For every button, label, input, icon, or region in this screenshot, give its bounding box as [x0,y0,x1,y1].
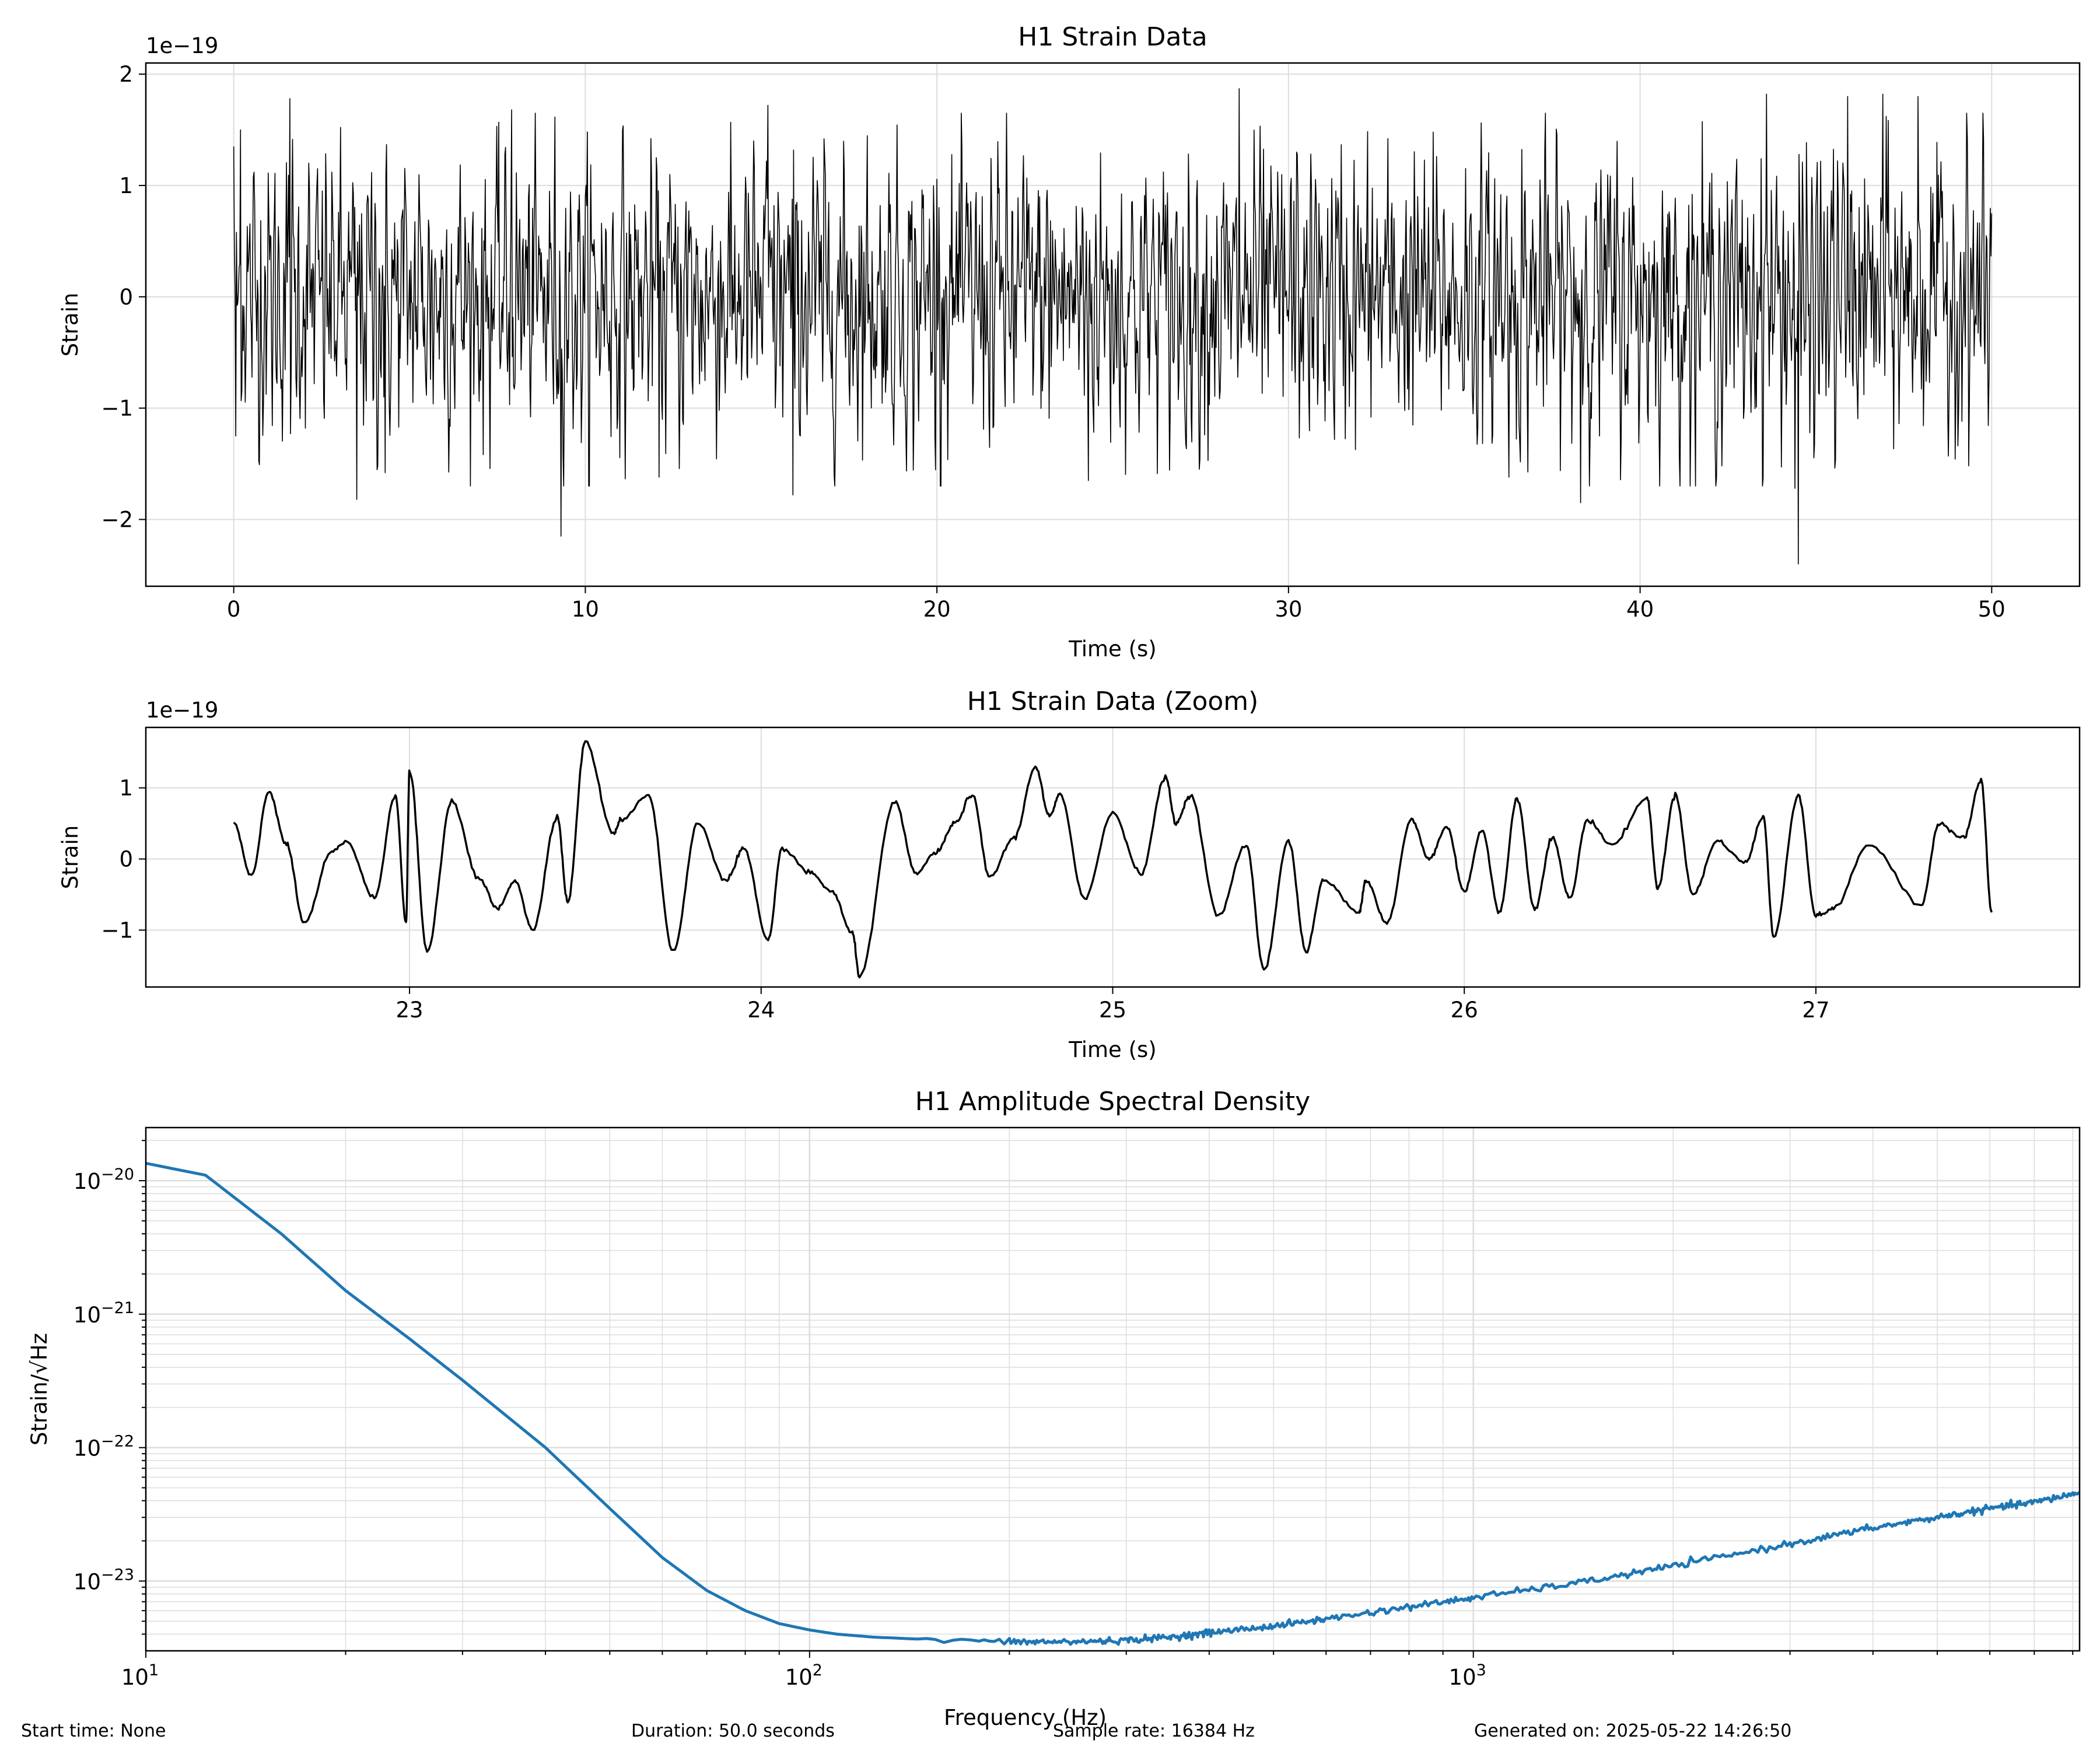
strain-series-line [233,740,1993,979]
footer-generated-on: Generated on: 2025-05-22 14:26:50 [1474,1721,1792,1741]
y-tick-exponent: −20 [101,1166,134,1184]
y-tick-label: 0 [119,285,133,310]
y-tick-label: 0 [119,847,133,872]
chart-title: H1 Amplitude Spectral Density [915,1087,1310,1116]
x-tick-exponent: 2 [813,1661,822,1679]
axes-frame [145,62,2081,587]
x-tick-exponent: 1 [149,1661,159,1679]
axes-frame [145,1126,2081,1652]
x-tick-label: 27 [1802,998,1829,1023]
offset-label: 1e−19 [146,698,218,723]
x-tick-label: 40 [1626,597,1654,622]
x-tick-exponent: 3 [1476,1661,1486,1679]
x-tick-base: 10 [121,1665,149,1690]
strain-series-line [233,88,1993,565]
x-tick-label: 26 [1451,998,1478,1023]
offset-label: 1e−19 [146,33,218,58]
y-axis-label: Strain [58,293,83,357]
x-axis-label: Frequency (Hz) [944,1705,1107,1730]
x-tick-label: 23 [396,998,423,1023]
strain-full-panel: 0 10 20 30 40 50 −2 −1 0 1 2 1e−19 H1 Strain Data Tim… [58,22,2081,662]
x-axis-label: Time (s) [1068,1037,1156,1062]
y-tick-exponent: −23 [101,1566,134,1584]
x-tick-label: 101 [121,1661,159,1690]
y-tick-base: 10 [74,1169,101,1194]
asd-series-line [145,1161,2080,1646]
x-tick-base: 10 [1449,1665,1476,1690]
x-tick-label: 102 [785,1661,822,1690]
footer-sample-rate: Sample rate: 16384 Hz [1053,1721,1255,1741]
footer-duration: Duration: 50.0 seconds [631,1721,835,1741]
y-tick-label: 10−23 [74,1566,134,1594]
y-tick-base: 10 [74,1303,101,1328]
y-axis-label: Strain/√Hz [27,1333,52,1446]
y-tick-label: 10−22 [74,1433,134,1461]
y-axis-label: Strain [58,825,83,890]
chart-title: H1 Strain Data (Zoom) [967,687,1259,716]
strain-zoom-panel: 23 24 25 26 27 −1 0 1 1e−19 H1 Strain Data (Zoom)… [58,687,2081,1062]
x-tick-label: 30 [1275,597,1302,622]
y-tick-label: 10−21 [74,1299,134,1328]
y-tick-label: 1 [119,173,133,198]
x-tick-label: 20 [923,597,951,622]
y-tick-exponent: −22 [101,1433,134,1451]
footer-start-time: Start time: None [21,1721,166,1741]
x-tick-label: 25 [1099,998,1126,1023]
y-tick-label: −1 [101,396,133,421]
y-tick-base: 10 [74,1436,101,1461]
x-tick-label: 0 [227,597,241,622]
x-tick-label: 10 [572,597,599,622]
x-tick-base: 10 [785,1665,813,1690]
x-tick-label: 103 [1449,1661,1486,1690]
x-tick-label: 50 [1978,597,2006,622]
y-tick-label: −1 [101,918,133,943]
x-axis-label: Time (s) [1068,636,1156,662]
y-tick-label: −2 [101,507,133,532]
grid-lines [146,727,2080,987]
y-tick-label: 2 [119,62,133,87]
y-tick-label: 1 [119,776,133,801]
x-tick-label: 24 [747,998,775,1023]
chart-title: H1 Strain Data [1018,22,1207,52]
y-tick-exponent: −21 [101,1299,134,1317]
y-tick-base: 10 [74,1569,101,1594]
y-tick-label: 10−20 [74,1166,134,1194]
